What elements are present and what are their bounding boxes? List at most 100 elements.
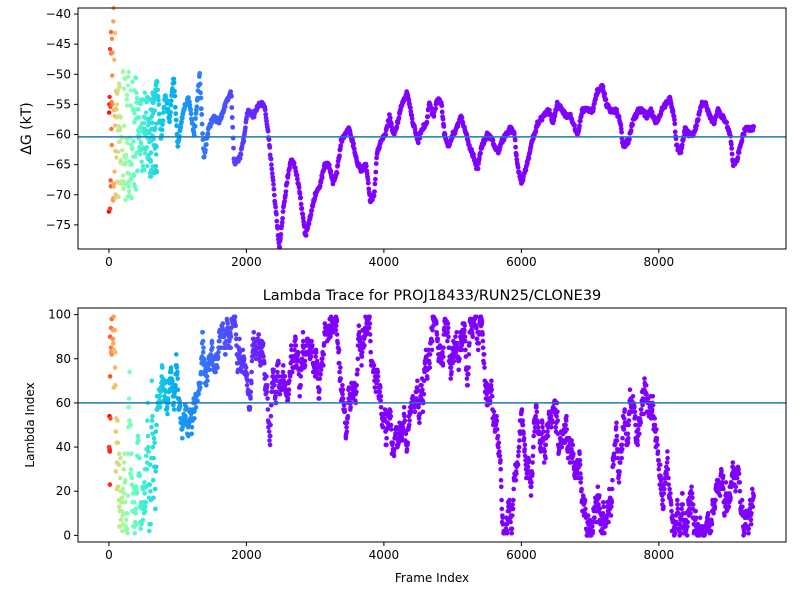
lambda-point xyxy=(142,491,147,496)
lambda-point xyxy=(739,497,745,503)
lambda-point xyxy=(455,341,460,346)
delta-g-point xyxy=(124,153,129,158)
lambda-point xyxy=(627,387,633,393)
lambda-point xyxy=(107,482,113,487)
lambda-point xyxy=(655,449,661,454)
delta-g-point xyxy=(148,159,154,164)
delta-g-point xyxy=(308,212,314,218)
lambda-point xyxy=(261,354,266,359)
lambda-point xyxy=(264,374,269,379)
lambda-point xyxy=(116,462,122,468)
lambda-point xyxy=(169,369,174,375)
lambda-point xyxy=(300,330,306,335)
delta-g-point xyxy=(394,124,400,130)
lambda-y-ticks: 0 20 40 60 80 100 xyxy=(48,308,78,542)
delta-g-panel: 0 2000 4000 6000 8000 −75−70−65−60−55−50−45−… xyxy=(19,5,787,269)
delta-g-point xyxy=(263,112,269,117)
delta-g-point xyxy=(269,166,275,172)
lambda-point xyxy=(244,371,250,377)
delta-g-point xyxy=(274,211,279,217)
delta-g-point xyxy=(117,139,123,144)
lambda-point xyxy=(672,530,678,536)
lambda-point xyxy=(657,462,663,468)
lambda-point xyxy=(133,506,139,512)
delta-g-point xyxy=(179,115,185,121)
lambda-point xyxy=(511,486,516,492)
delta-g-point xyxy=(619,129,624,135)
lambda-point xyxy=(635,438,640,443)
delta-g-point xyxy=(172,88,177,94)
lambda-point xyxy=(538,444,543,450)
lambda-point xyxy=(437,345,443,351)
delta-g-point xyxy=(132,154,138,159)
lambda-point xyxy=(611,462,616,468)
lambda-point xyxy=(415,378,420,384)
delta-g-point xyxy=(159,127,165,133)
lambda-point xyxy=(157,405,163,410)
lambda-point xyxy=(215,354,221,359)
lambda-point xyxy=(345,413,351,419)
delta-g-point xyxy=(412,126,418,132)
lambda-point xyxy=(133,522,139,527)
lambda-point xyxy=(209,338,215,344)
lambda-point xyxy=(449,369,454,375)
lambda-point xyxy=(384,442,389,448)
lambda-point xyxy=(168,365,174,370)
delta-g-point xyxy=(148,150,154,156)
lambda-point xyxy=(578,480,583,485)
lambda-point xyxy=(115,418,120,423)
lambda-point xyxy=(740,504,745,510)
lambda-point xyxy=(249,358,255,364)
lambda-point xyxy=(318,371,323,377)
delta-g-point xyxy=(154,152,159,157)
lambda-point xyxy=(143,500,149,505)
lambda-point xyxy=(638,420,643,426)
lambda-point xyxy=(654,427,659,432)
delta-g-point xyxy=(120,148,125,153)
lambda-point xyxy=(255,336,261,342)
lambda-point xyxy=(543,442,549,448)
lambda-point xyxy=(480,338,486,344)
delta-g-point xyxy=(372,181,378,187)
lambda-point xyxy=(123,477,128,483)
lambda-point xyxy=(113,349,118,355)
lambda-point xyxy=(665,449,670,454)
lambda-point xyxy=(249,380,254,386)
lambda-point xyxy=(515,462,521,468)
lambda-point xyxy=(548,413,554,419)
lambda-point xyxy=(336,347,342,353)
delta-g-point xyxy=(109,142,115,148)
delta-g-point xyxy=(156,111,162,117)
delta-g-point xyxy=(107,46,113,52)
lambda-point xyxy=(448,376,454,381)
delta-g-point xyxy=(408,105,413,111)
delta-g-point xyxy=(511,131,517,136)
lambda-point xyxy=(416,405,421,410)
delta-g-point xyxy=(155,87,161,93)
lambda-y-axis-label: Lambda Index xyxy=(23,382,37,467)
delta-g-point xyxy=(136,115,142,120)
delta-g-point xyxy=(174,123,180,129)
lambda-point xyxy=(281,363,286,368)
delta-g-point xyxy=(114,107,119,112)
delta-g-point xyxy=(366,186,372,192)
delta-g-point xyxy=(154,169,160,174)
dg-x-tick-label: 4000 xyxy=(369,255,400,269)
lambda-point xyxy=(529,480,534,485)
lambda-point xyxy=(614,438,620,443)
lambda-point xyxy=(491,409,497,415)
delta-g-point xyxy=(526,155,532,161)
lambda-point xyxy=(120,486,126,492)
lambda-point xyxy=(344,429,350,434)
lambda-point xyxy=(121,466,127,472)
lambda-point xyxy=(568,460,573,465)
lambda-point xyxy=(570,442,576,448)
lambda-point xyxy=(590,528,596,534)
lam-y-tick-label: 40 xyxy=(56,440,71,454)
lambda-point xyxy=(110,336,116,342)
delta-g-point xyxy=(118,157,124,163)
delta-g-point xyxy=(144,116,149,121)
lambda-point xyxy=(730,460,736,465)
lambda-point xyxy=(619,442,625,448)
lambda-point xyxy=(611,451,617,457)
